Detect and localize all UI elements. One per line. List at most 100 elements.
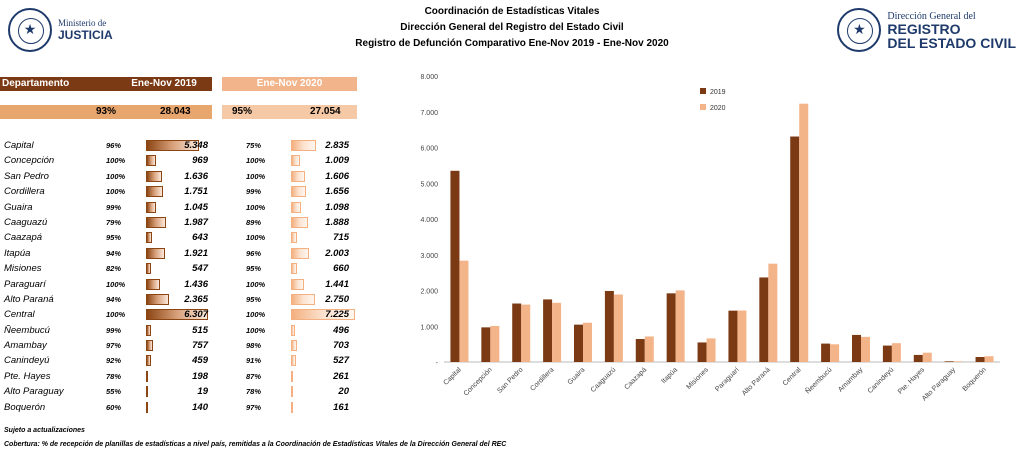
x-tick-label: Paraguarí [714, 366, 741, 393]
value-2019: 198 [192, 370, 208, 382]
department-name: Amambay [4, 340, 47, 352]
bar-2019 [759, 277, 769, 362]
x-tick-label: Cordillera [529, 366, 555, 392]
coverage-2019: 99% [106, 202, 122, 212]
data-bar-2019 [146, 355, 151, 367]
bar-2020 [459, 260, 469, 362]
x-tick-label: Guaira [567, 366, 587, 386]
total-row-2019: 93% 28.043 [0, 105, 212, 119]
y-tick-label: 2.000 [420, 289, 438, 296]
data-bar-2020 [291, 186, 306, 198]
x-tick-label: Capital [442, 366, 463, 387]
data-bar-2020 [291, 293, 316, 305]
coverage-2020: 100% [246, 156, 266, 166]
y-tick-label: 4.000 [420, 217, 438, 224]
bar-2019 [913, 354, 923, 362]
data-bar-2020 [291, 216, 308, 228]
bar-2020 [737, 310, 747, 362]
coverage-2019: 78% [106, 371, 122, 381]
value-2020: 2.750 [325, 293, 349, 305]
table-row: Amambay 97% 757 98% 703 [0, 338, 360, 353]
table-row: Alto Paraguay 55% 19 78% 20 [0, 384, 360, 399]
bar-2020 [613, 294, 623, 362]
republica-seal-icon: ★ [837, 8, 882, 52]
header-line2: Dirección General del Registro del Estad… [400, 22, 624, 33]
coverage-2020: 100% [246, 279, 266, 289]
table-row: Ñeembucú 99% 515 100% 496 [0, 323, 360, 338]
logo-right-line3: DEL ESTADO CIVIL [887, 34, 1016, 51]
data-bar-2019 [146, 216, 166, 228]
bar-2019 [728, 310, 738, 362]
bar-2020 [891, 343, 901, 362]
x-tick-label: Central [782, 366, 803, 387]
col-2020: Ene-Nov 2020 [222, 77, 357, 91]
ministerio-justicia-logo: ★ Ministerio de JUSTICIA [8, 8, 113, 52]
bar-2019 [821, 343, 831, 362]
bar-2019 [790, 136, 800, 362]
department-name: Canindeyú [4, 355, 50, 367]
bar-2020 [490, 325, 500, 362]
data-bar-2020 [291, 201, 301, 213]
department-name: Alto Paraguay [4, 386, 64, 398]
x-tick-label: Pte. Hayes [897, 366, 927, 396]
coverage-2019: 100% [106, 156, 126, 166]
department-table: Capital 96% 5.348 75% 2.835 Concepción 100% 969… [0, 138, 360, 415]
total-pct-2019: 93% [96, 106, 117, 117]
table-row: Caazapá 95% 643 100% 715 [0, 230, 360, 245]
bar-2020 [799, 103, 809, 363]
data-bar-2019 [146, 401, 148, 413]
data-bar-2020 [291, 309, 355, 321]
coverage-2020: 96% [246, 248, 262, 258]
table-row: Canindeyú 92% 459 91% 527 [0, 353, 360, 368]
table-row: Boquerón 60% 140 97% 161 [0, 400, 360, 415]
coverage-2019: 79% [106, 217, 122, 227]
coverage-2019: 92% [106, 356, 122, 366]
value-2019: 547 [192, 263, 208, 275]
logo-right-line1: Dirección General del [887, 10, 976, 22]
x-tick-label: Boquerón [962, 366, 988, 392]
coverage-2019: 100% [106, 187, 126, 197]
value-2019: 1.751 [184, 186, 208, 198]
coverage-2019: 55% [106, 387, 122, 397]
data-bar-2020 [291, 370, 294, 382]
data-bar-2019 [146, 309, 208, 321]
coverage-2020: 100% [246, 171, 266, 181]
data-bar-2019 [146, 140, 199, 151]
bar-2019 [666, 293, 676, 362]
department-name: Paraguarí [4, 278, 46, 290]
data-bar-2020 [291, 170, 306, 182]
bar-2020 [521, 304, 531, 362]
bar-2020 [953, 361, 963, 362]
coverage-2020: 97% [246, 402, 262, 412]
table-row: Concepción 100% 969 100% 1.009 [0, 153, 360, 168]
department-name: Cordillera [4, 186, 45, 198]
table-row: Misiones 82% 547 95% 660 [0, 261, 360, 276]
bar-2020 [583, 322, 592, 362]
bar-2019 [543, 299, 553, 362]
y-tick-label: 8.000 [420, 74, 438, 81]
x-tick-label: San Pedro [496, 366, 524, 394]
table-header-2019: Departamento Ene-Nov 2019 [0, 77, 212, 91]
note-line1: Sujeto a actualizaciones [4, 427, 85, 434]
value-2019: 5.348 [184, 140, 208, 151]
coverage-2020: 98% [246, 341, 262, 351]
coverage-2020: 95% [246, 294, 262, 304]
bar-2020 [830, 344, 840, 362]
coverage-2019: 97% [106, 341, 122, 351]
page-header: Coordinación de Estadísticas Vitales Dir… [0, 4, 1024, 52]
table-row: Itapúa 94% 1.921 96% 2.003 [0, 246, 360, 261]
coverage-2020: 78% [246, 387, 262, 397]
coverage-2019: 82% [106, 264, 122, 274]
x-tick-label: Concepción [463, 366, 494, 397]
registro-civil-logo: ★ Dirección General del REGISTRO DEL EST… [837, 8, 1016, 52]
data-bar-2020 [291, 278, 304, 290]
value-2019: 2.365 [184, 293, 208, 305]
bar-2020 [922, 352, 932, 362]
data-bar-2019 [146, 263, 152, 275]
x-tick-label: Amambay [837, 366, 865, 394]
coverage-2020: 95% [246, 264, 262, 274]
x-tick-label: Alto Paraná [741, 366, 772, 397]
table-row: Central 100% 6.307 100% 7.225 [0, 307, 360, 322]
coverage-2019: 99% [106, 325, 122, 335]
department-name: Capital [4, 140, 34, 151]
